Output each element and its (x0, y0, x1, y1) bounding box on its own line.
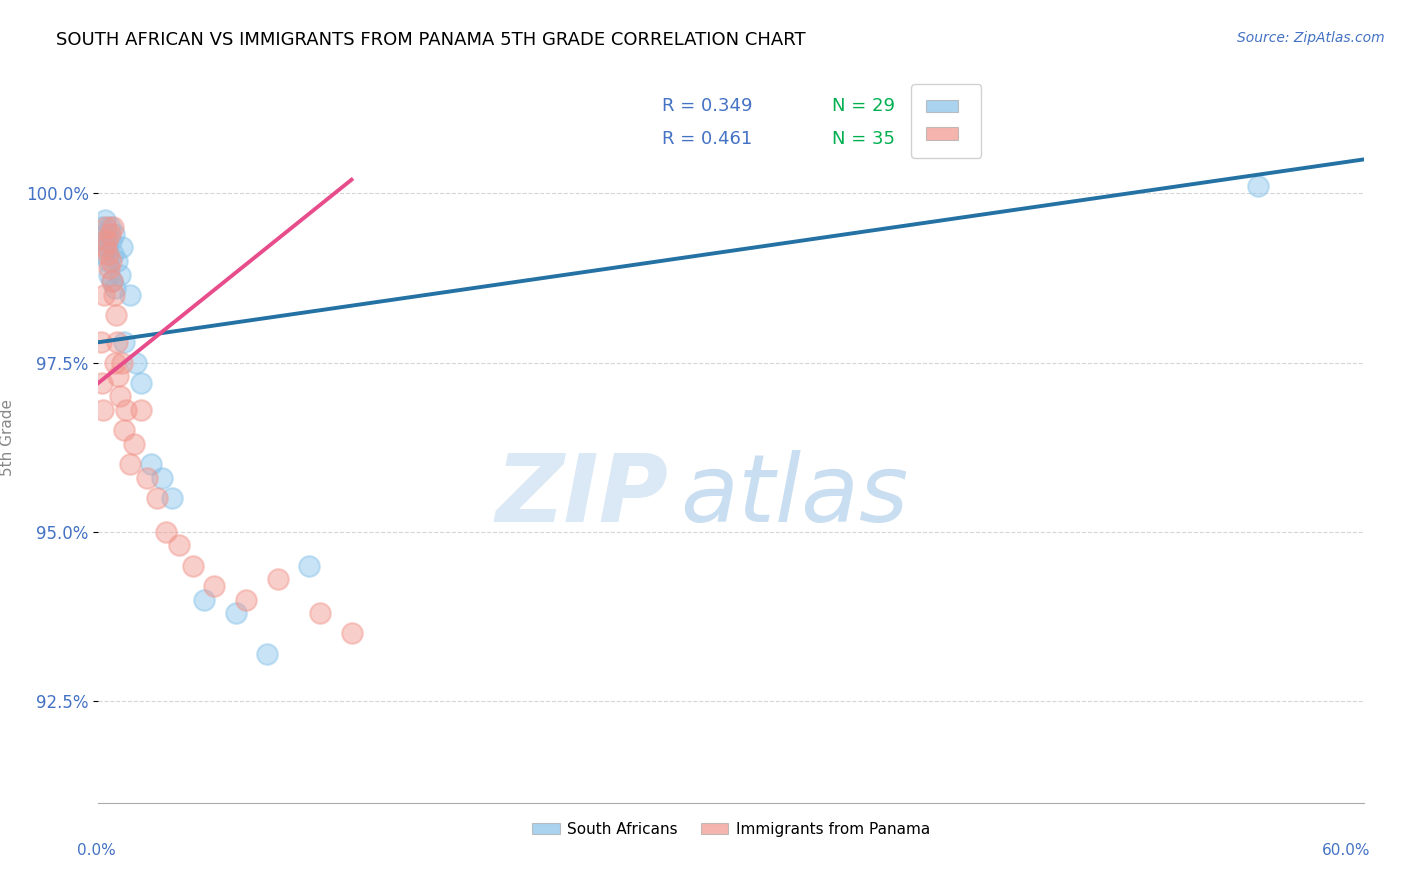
Point (96, 234, 118, 248)
Point (104, 355, 127, 369)
Point (93, 247, 115, 261)
Point (1247, 179, 1270, 194)
Point (100, 254, 122, 268)
Point (98, 220, 121, 235)
Point (90, 220, 112, 235)
Point (120, 457, 141, 471)
Text: atlas: atlas (681, 450, 908, 541)
Legend: South Africans, Immigrants from Panama: South Africans, Immigrants from Panama (526, 815, 936, 843)
Text: N = 29: N = 29 (832, 97, 896, 115)
Point (298, 558, 321, 573)
Point (340, 626, 363, 640)
Point (146, 491, 169, 505)
Point (98, 268, 121, 282)
Point (91, 403, 114, 417)
Text: N = 35: N = 35 (832, 129, 896, 148)
Point (225, 606, 247, 620)
Point (112, 335, 135, 350)
Point (183, 558, 205, 573)
Point (94, 227, 117, 241)
Point (111, 240, 132, 254)
Point (103, 288, 125, 302)
Point (90, 376, 112, 390)
Point (94, 220, 117, 235)
Point (155, 524, 177, 539)
Point (93, 288, 115, 302)
Point (125, 355, 148, 369)
Text: 0.0%: 0.0% (77, 843, 117, 858)
Point (162, 491, 183, 505)
Point (100, 234, 122, 248)
Text: R = 0.349: R = 0.349 (661, 97, 752, 115)
Point (129, 376, 152, 390)
Point (111, 355, 132, 369)
Point (105, 308, 128, 322)
Point (96, 240, 118, 254)
Point (309, 606, 332, 620)
Point (235, 592, 257, 607)
Point (124, 437, 146, 451)
Point (98, 260, 121, 275)
Point (120, 288, 141, 302)
Point (107, 335, 129, 350)
Point (115, 403, 138, 417)
Point (150, 471, 173, 485)
Point (103, 227, 125, 241)
Point (112, 423, 135, 437)
Point (202, 579, 225, 593)
Point (266, 572, 290, 586)
Point (108, 389, 131, 403)
Point (136, 471, 159, 485)
Point (98, 227, 121, 241)
Point (97, 254, 120, 268)
Point (108, 268, 131, 282)
Point (101, 274, 124, 288)
Point (129, 403, 152, 417)
Point (167, 538, 190, 552)
Point (256, 647, 278, 661)
Point (91, 234, 114, 248)
Point (101, 274, 124, 288)
Point (93, 240, 117, 254)
Point (103, 220, 124, 235)
Text: Source: ZipAtlas.com: Source: ZipAtlas.com (1237, 31, 1385, 45)
Text: SOUTH AFRICAN VS IMMIGRANTS FROM PANAMA 5TH GRADE CORRELATION CHART: SOUTH AFRICAN VS IMMIGRANTS FROM PANAMA … (56, 31, 806, 49)
Point (193, 592, 215, 607)
Point (90, 335, 112, 350)
Point (97, 247, 120, 261)
Point (107, 254, 129, 268)
Text: ZIP: ZIP (495, 450, 668, 541)
Text: 60.0%: 60.0% (1323, 843, 1371, 858)
Text: R = 0.461: R = 0.461 (661, 129, 752, 148)
Y-axis label: 5th Grade: 5th Grade (0, 399, 14, 475)
Point (93, 213, 117, 227)
Point (141, 457, 163, 471)
Point (103, 247, 124, 261)
Point (107, 369, 129, 384)
Point (104, 281, 127, 295)
